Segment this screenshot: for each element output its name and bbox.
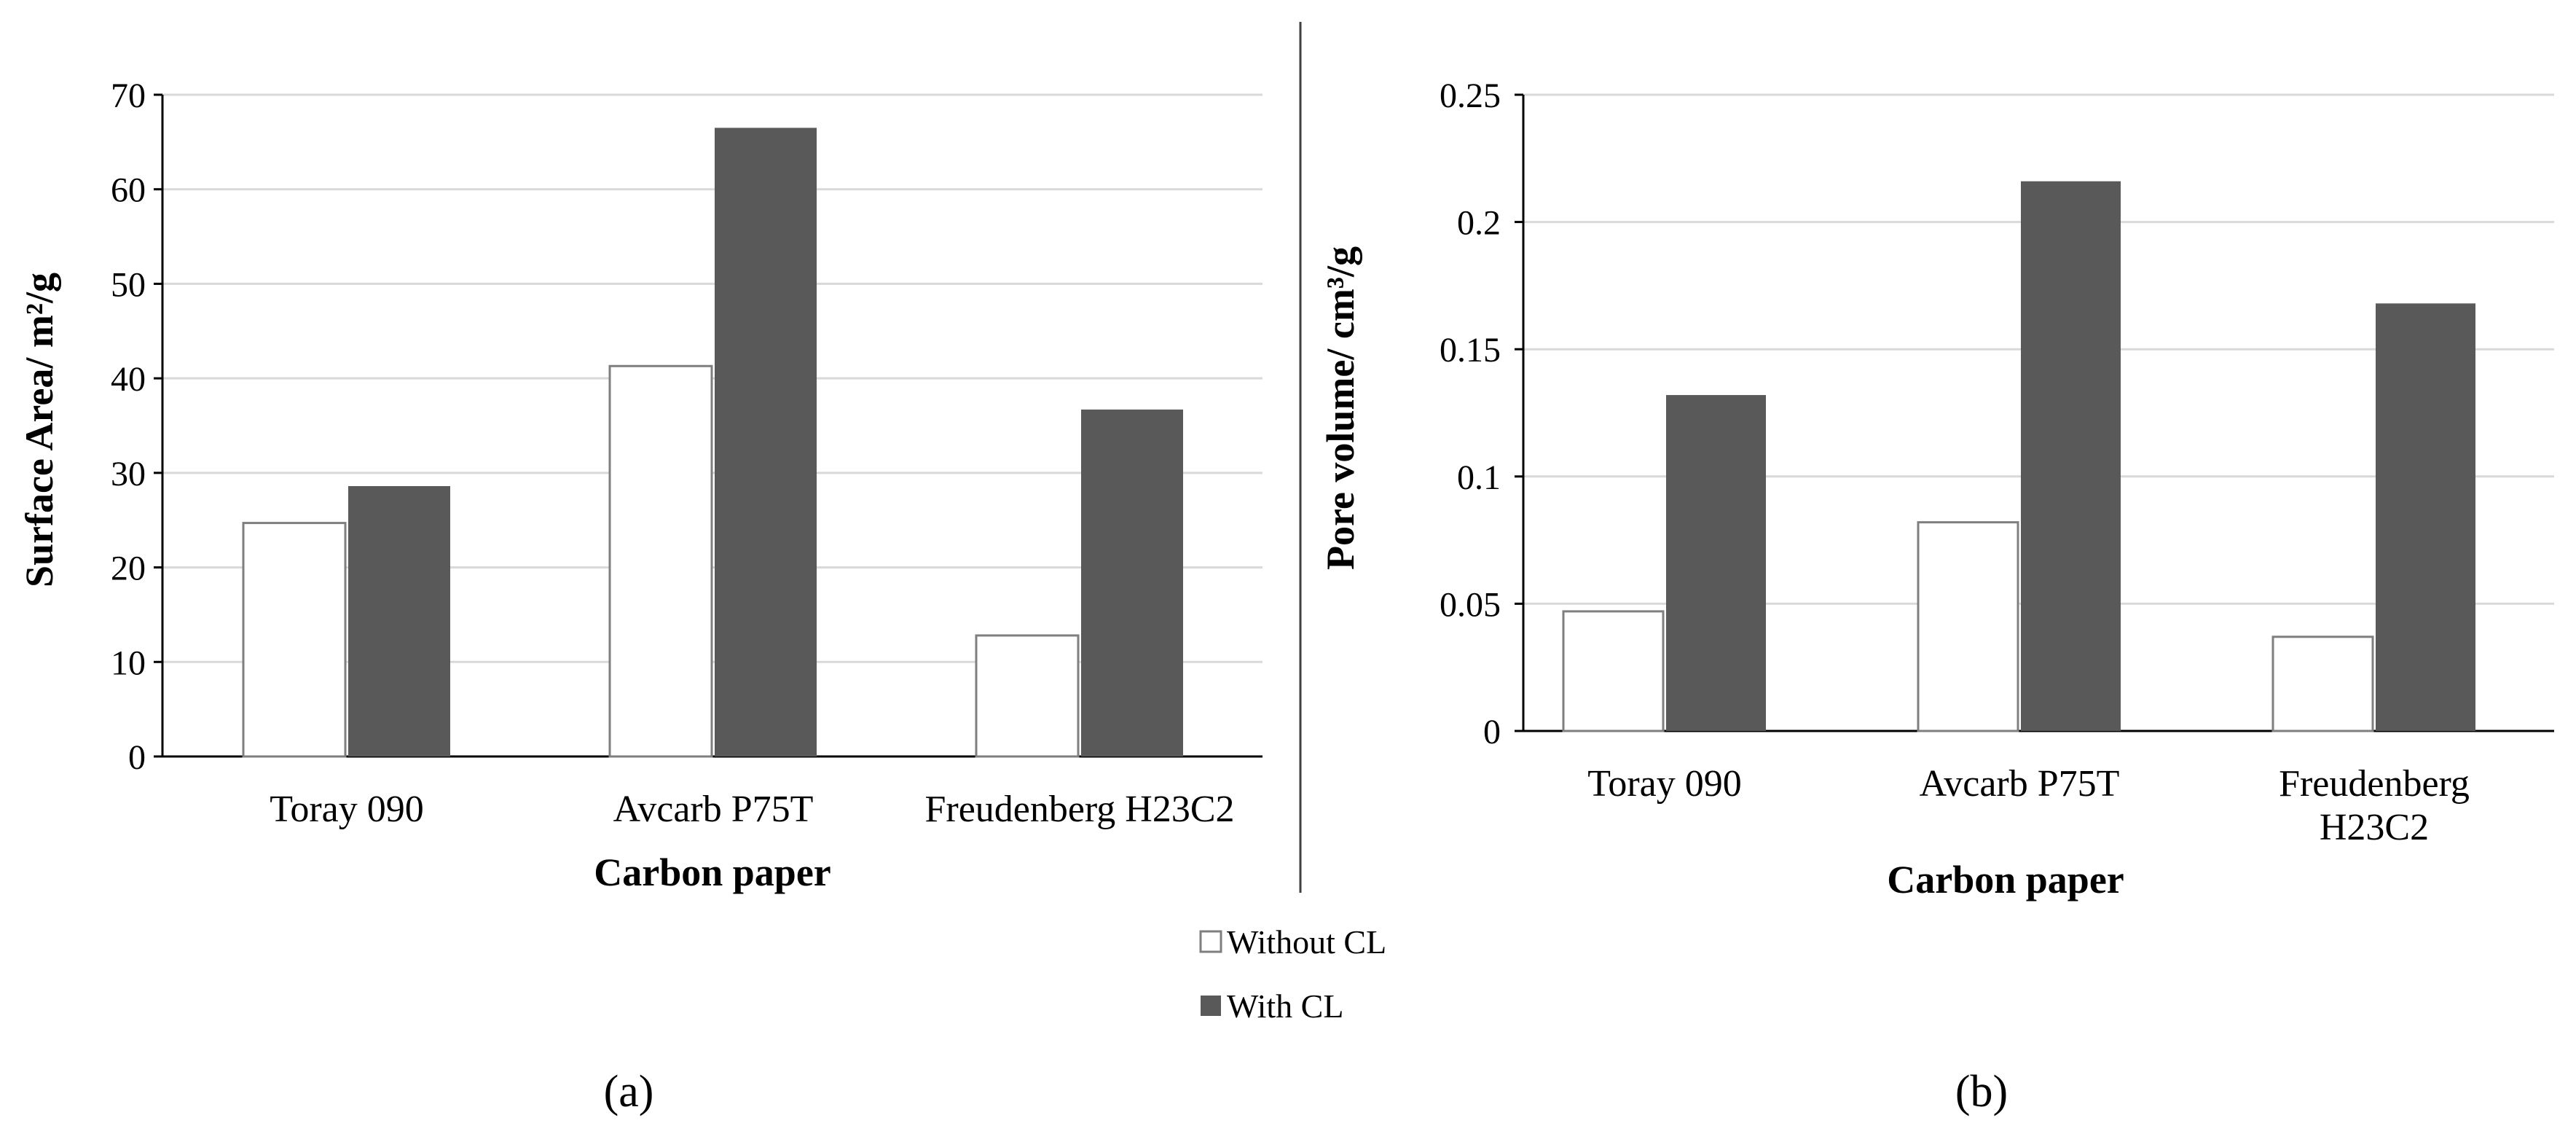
panel-a-category-label: Toray 090 (270, 789, 424, 830)
legend-swatch-without-cl (1199, 930, 1222, 953)
panel-b-y-axis-title: Pore volume/ cm³/g (1319, 246, 1362, 570)
panel-b-category-label: Toray 090 (1587, 763, 1742, 805)
panel-a-bar-without-cl-avcarb-p75t (608, 364, 713, 758)
chart-panel-b: 0 0.05 0.1 0.15 0.2 0.25 Toray 090 Avcarb P75T F… (1319, 77, 2554, 902)
panel-a-y-tick-label: 20 (111, 550, 146, 588)
panel-b-bar-with-cl-avcarb-p75t (2021, 181, 2121, 731)
legend-label-with-cl: With CL (1227, 987, 1343, 1025)
panel-b-y-tick-label: 0.1 (1457, 458, 1501, 497)
panel-b-category-label: Avcarb P75T (1920, 763, 2120, 805)
legend-label-without-cl: Without CL (1227, 923, 1386, 961)
panel-a-bar-without-cl-toray-090 (242, 522, 347, 758)
panel-b-y-tick-label: 0 (1483, 713, 1501, 751)
chart-panel-a: 0 10 20 30 40 50 60 70 Toray 090 Avcarb P75T Freud… (17, 77, 1263, 894)
panel-b-bar-without-cl-toray-090 (1562, 610, 1665, 732)
panel-a-y-tick-label: 70 (111, 77, 146, 115)
panel-a-category-label: Avcarb P75T (613, 789, 814, 830)
panel-a-x-axis-title: Carbon paper (594, 850, 831, 894)
panel-b-bar-without-cl-freudenberg-h23c2 (2271, 635, 2374, 732)
panel-b-x-axis-title: Carbon paper (1887, 858, 2124, 902)
panel-b-bar-without-cl-avcarb-p75t (1917, 521, 2019, 732)
panel-b-y-tick-label: 0.15 (1440, 331, 1501, 369)
panel-b-bar-with-cl-toray-090 (1666, 395, 1766, 731)
panel-a-category-label: Freudenberg H23C2 (924, 789, 1234, 830)
panel-a-y-tick-label: 60 (111, 171, 146, 210)
panel-a-bar-with-cl-toray-090 (348, 486, 450, 756)
panel-a-y-tick-label: 30 (111, 455, 146, 493)
panel-b-y-tick-label: 0.05 (1440, 585, 1501, 624)
panel-b-category-label: Freudenberg H23C2 (2279, 763, 2470, 848)
panel-a-bar-with-cl-avcarb-p75t (715, 128, 817, 756)
panel-b-y-tick-label: 0.2 (1457, 204, 1501, 243)
panel-b-bar-with-cl-freudenberg-h23c2 (2376, 303, 2475, 731)
panel-label-b: (b) (1955, 1067, 2008, 1116)
panel-label-a: (a) (604, 1067, 654, 1116)
panel-a-y-tick-label: 0 (128, 738, 146, 777)
legend-swatch-with-cl (1201, 996, 1221, 1016)
panel-a-bar-without-cl-freudenberg-h23c2 (975, 634, 1080, 758)
panel-a-y-axis-title: Surface Area/ m²/g (17, 273, 61, 587)
legend: Without CL With CL (1199, 923, 1386, 1025)
panel-a-y-tick-label: 40 (111, 360, 146, 399)
panel-b-y-tick-label: 0.25 (1440, 77, 1501, 115)
panel-a-y-tick-label: 50 (111, 265, 146, 304)
panel-a-y-tick-label: 10 (111, 644, 146, 682)
panel-a-bar-with-cl-freudenberg-h23c2 (1081, 409, 1183, 756)
